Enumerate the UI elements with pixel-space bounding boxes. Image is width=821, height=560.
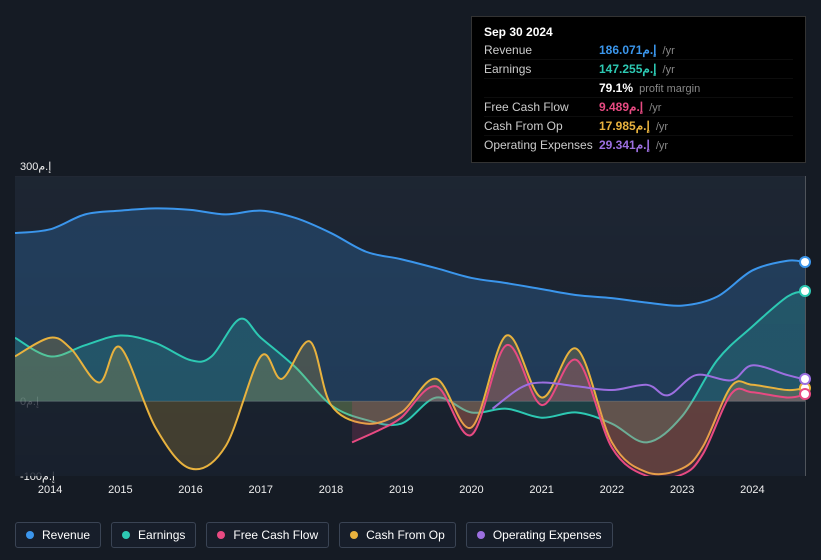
tooltip-label: Earnings	[484, 60, 599, 79]
legend-label: Free Cash Flow	[233, 528, 318, 542]
series-end-marker	[801, 390, 809, 398]
tooltip-label: Revenue	[484, 41, 599, 60]
x-tick-label: 2020	[459, 484, 483, 496]
tooltip-unit: /yr	[650, 121, 668, 133]
legend-label: Operating Expenses	[493, 528, 602, 542]
legend-label: Earnings	[138, 528, 185, 542]
tooltip-label: Free Cash Flow	[484, 98, 599, 117]
tooltip-row: 79.1% profit margin	[484, 79, 793, 98]
tooltip-unit: /yr	[657, 45, 675, 57]
tooltip-row: Earnings147.255إ.م /yr	[484, 60, 793, 79]
x-tick-label: 2019	[389, 484, 413, 496]
legend-label: Cash From Op	[366, 528, 445, 542]
cursor-line	[805, 176, 806, 476]
x-tick-label: 2016	[178, 484, 202, 496]
tooltip-value: 79.1%	[599, 81, 633, 95]
tooltip-label	[484, 79, 599, 98]
legend-label: Revenue	[42, 528, 90, 542]
chart-tooltip: Sep 30 2024 Revenue186.071إ.م /yrEarning…	[471, 16, 806, 163]
x-tick-label: 2021	[529, 484, 553, 496]
tooltip-row: Cash From Op17.985إ.م /yr	[484, 117, 793, 136]
legend-item[interactable]: Operating Expenses	[466, 522, 613, 548]
tooltip-value: 29.341إ.م	[599, 138, 650, 152]
x-tick-label: 2022	[600, 484, 624, 496]
tooltip-label: Cash From Op	[484, 117, 599, 136]
tooltip-label: Operating Expenses	[484, 136, 599, 155]
tooltip-value-cell: 79.1% profit margin	[599, 79, 793, 98]
x-tick-label: 2017	[249, 484, 273, 496]
tooltip-value-cell: 147.255إ.م /yr	[599, 60, 793, 79]
tooltip-row: Revenue186.071إ.م /yr	[484, 41, 793, 60]
legend-dot	[217, 531, 225, 539]
tooltip-value-cell: 29.341إ.م /yr	[599, 136, 793, 155]
tooltip-unit: /yr	[650, 140, 668, 152]
series-end-marker	[801, 258, 809, 266]
tooltip-table: Revenue186.071إ.م /yrEarnings147.255إ.م …	[484, 41, 793, 154]
tooltip-value: 17.985إ.م	[599, 119, 650, 133]
tooltip-value: 147.255إ.م	[599, 62, 657, 76]
tooltip-value-cell: 9.489إ.م /yr	[599, 98, 793, 117]
tooltip-unit: profit margin	[633, 83, 700, 95]
series-end-marker	[801, 375, 809, 383]
chart-legend: Revenue Earnings Free Cash Flow Cash From O…	[15, 522, 613, 548]
tooltip-row: Free Cash Flow9.489إ.م /yr	[484, 98, 793, 117]
series-end-marker	[801, 287, 809, 295]
x-tick-label: 2024	[740, 484, 764, 496]
legend-item[interactable]: Cash From Op	[339, 522, 456, 548]
legend-item[interactable]: Free Cash Flow	[206, 522, 329, 548]
tooltip-value: 9.489إ.م	[599, 100, 643, 114]
legend-item[interactable]: Revenue	[15, 522, 101, 548]
tooltip-value-cell: 186.071إ.م /yr	[599, 41, 793, 60]
tooltip-unit: /yr	[657, 64, 675, 76]
legend-dot	[477, 531, 485, 539]
tooltip-value: 186.071إ.م	[599, 43, 657, 57]
tooltip-date: Sep 30 2024	[484, 25, 793, 41]
legend-dot	[26, 531, 34, 539]
x-tick-label: 2014	[38, 484, 62, 496]
legend-dot	[122, 531, 130, 539]
tooltip-row: Operating Expenses29.341إ.م /yr	[484, 136, 793, 155]
legend-item[interactable]: Earnings	[111, 522, 196, 548]
tooltip-value-cell: 17.985إ.م /yr	[599, 117, 793, 136]
y-tick-label: 300إ.م	[20, 160, 51, 173]
x-tick-label: 2015	[108, 484, 132, 496]
plot-area[interactable]	[15, 176, 805, 476]
legend-dot	[350, 531, 358, 539]
x-tick-label: 2023	[670, 484, 694, 496]
x-tick-label: 2018	[319, 484, 343, 496]
tooltip-unit: /yr	[643, 102, 661, 114]
